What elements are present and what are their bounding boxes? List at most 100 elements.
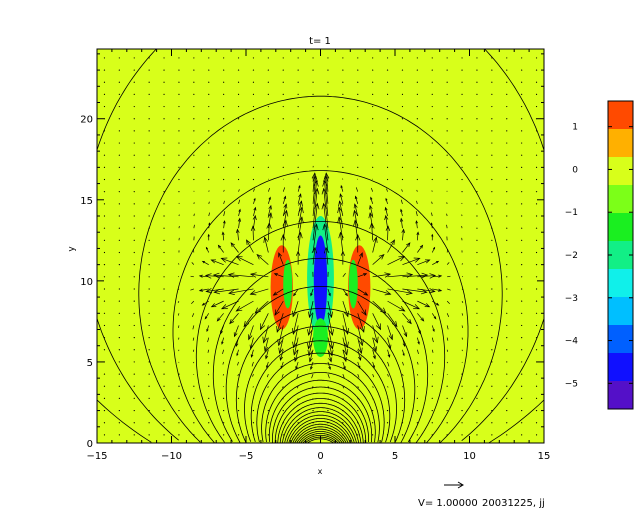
velocity-arrowhead: [206, 329, 209, 333]
velocity-dot: [372, 105, 374, 108]
velocity-arrow: [372, 386, 374, 388]
velocity-arrow: [274, 273, 284, 278]
velocity-dot: [491, 81, 493, 83]
velocity-dot: [178, 178, 180, 181]
velocity-arrow: [354, 220, 359, 241]
velocity-dot: [521, 397, 523, 400]
velocity-arrow: [208, 212, 210, 217]
velocity-arrowhead: [268, 196, 271, 200]
velocity-arrow: [372, 373, 375, 378]
velocity-arrowhead: [279, 356, 283, 361]
field-line: [272, 386, 369, 443]
velocity-dot: [491, 276, 493, 278]
colorbar: 1 0 −1 −2 −3 −4 −5: [565, 100, 634, 410]
velocity-dot: [386, 178, 389, 181]
velocity-dot: [401, 93, 404, 95]
velocity-arrow: [252, 386, 254, 388]
velocity-dot: [103, 276, 106, 278]
velocity-dot: [342, 93, 344, 95]
velocity-arrowhead: [205, 246, 209, 250]
velocity-arrow: [372, 254, 385, 265]
velocity-arrowhead: [372, 355, 376, 360]
velocity-dot: [491, 251, 493, 254]
velocity-dot: [386, 409, 389, 412]
velocity-dot: [133, 349, 135, 351]
velocity-arrow: [178, 325, 180, 328]
y-tick-label: 5: [87, 358, 93, 369]
velocity-arrow: [370, 197, 373, 204]
velocity-arrow: [237, 229, 239, 241]
velocity-dot: [431, 166, 433, 168]
velocity-dot: [208, 81, 210, 83]
velocity-arrowhead: [267, 212, 273, 219]
velocity-dot: [476, 422, 478, 424]
velocity-dot: [148, 81, 150, 83]
velocity-dot: [491, 300, 493, 302]
velocity-dot: [476, 105, 478, 108]
velocity-dot: [461, 69, 463, 71]
velocity-dot: [223, 118, 225, 120]
velocity-dot: [252, 409, 255, 412]
field-line: [261, 363, 380, 443]
velocity-dot: [103, 251, 106, 254]
velocity-dot: [401, 434, 404, 436]
velocity-arrow: [268, 197, 271, 204]
velocity-arrowhead: [352, 209, 358, 217]
velocity-arrow: [338, 207, 344, 229]
velocity-arrow: [357, 300, 367, 316]
velocity-arrow: [221, 300, 239, 310]
velocity-dot: [491, 385, 493, 387]
velocity-arrow: [238, 189, 240, 192]
velocity-dot: [103, 142, 106, 144]
velocity-dot: [282, 81, 284, 83]
velocity-dot: [386, 422, 389, 424]
velocity-dot: [416, 409, 418, 412]
velocity-dot: [103, 300, 106, 302]
velocity-dot: [297, 118, 299, 120]
velocity-arrow: [311, 373, 314, 379]
velocity-dot: [476, 385, 478, 387]
velocity-arrow: [312, 176, 317, 204]
velocity-dot: [431, 93, 433, 95]
velocity-dot: [267, 166, 269, 168]
velocity-arrow: [297, 232, 301, 253]
velocity-dot: [357, 118, 359, 120]
velocity-dot: [133, 227, 135, 229]
velocity-dot: [133, 142, 135, 144]
velocity-dot: [372, 81, 374, 83]
velocity-arrowhead: [406, 289, 413, 295]
velocity-arrow: [369, 212, 373, 229]
velocity-dot: [163, 349, 165, 351]
velocity-dot: [297, 105, 299, 108]
velocity-arrowhead: [217, 244, 222, 249]
velocity-dot: [372, 434, 374, 436]
field-line: [235, 308, 406, 443]
heat-feature: [313, 235, 328, 327]
velocity-dot: [461, 118, 463, 120]
velocity-dot: [431, 178, 433, 181]
velocity-arrow: [327, 349, 332, 362]
velocity-arrowhead: [343, 357, 347, 363]
velocity-dot: [521, 191, 523, 193]
velocity-dot: [386, 69, 389, 71]
velocity-arrow: [417, 313, 424, 322]
velocity-arrow: [401, 189, 403, 192]
velocity-dot: [148, 178, 150, 181]
velocity-arrow: [327, 337, 333, 356]
velocity-dot: [476, 166, 478, 168]
field-line: [292, 423, 349, 443]
velocity-arrow: [221, 337, 224, 345]
velocity-dot: [118, 227, 120, 229]
velocity-dot: [178, 93, 180, 95]
velocity-arrowhead: [249, 290, 257, 296]
velocity-arrowhead: [298, 193, 302, 198]
velocity-dot: [342, 81, 344, 83]
velocity-dot: [535, 154, 538, 156]
velocity-arrow: [191, 262, 195, 265]
velocity-dot: [535, 324, 538, 327]
velocity-dot: [357, 57, 359, 59]
colorbar-segment: [608, 381, 633, 410]
velocity-dot: [118, 142, 120, 144]
velocity-dot: [237, 130, 240, 132]
velocity-dot: [521, 434, 523, 436]
